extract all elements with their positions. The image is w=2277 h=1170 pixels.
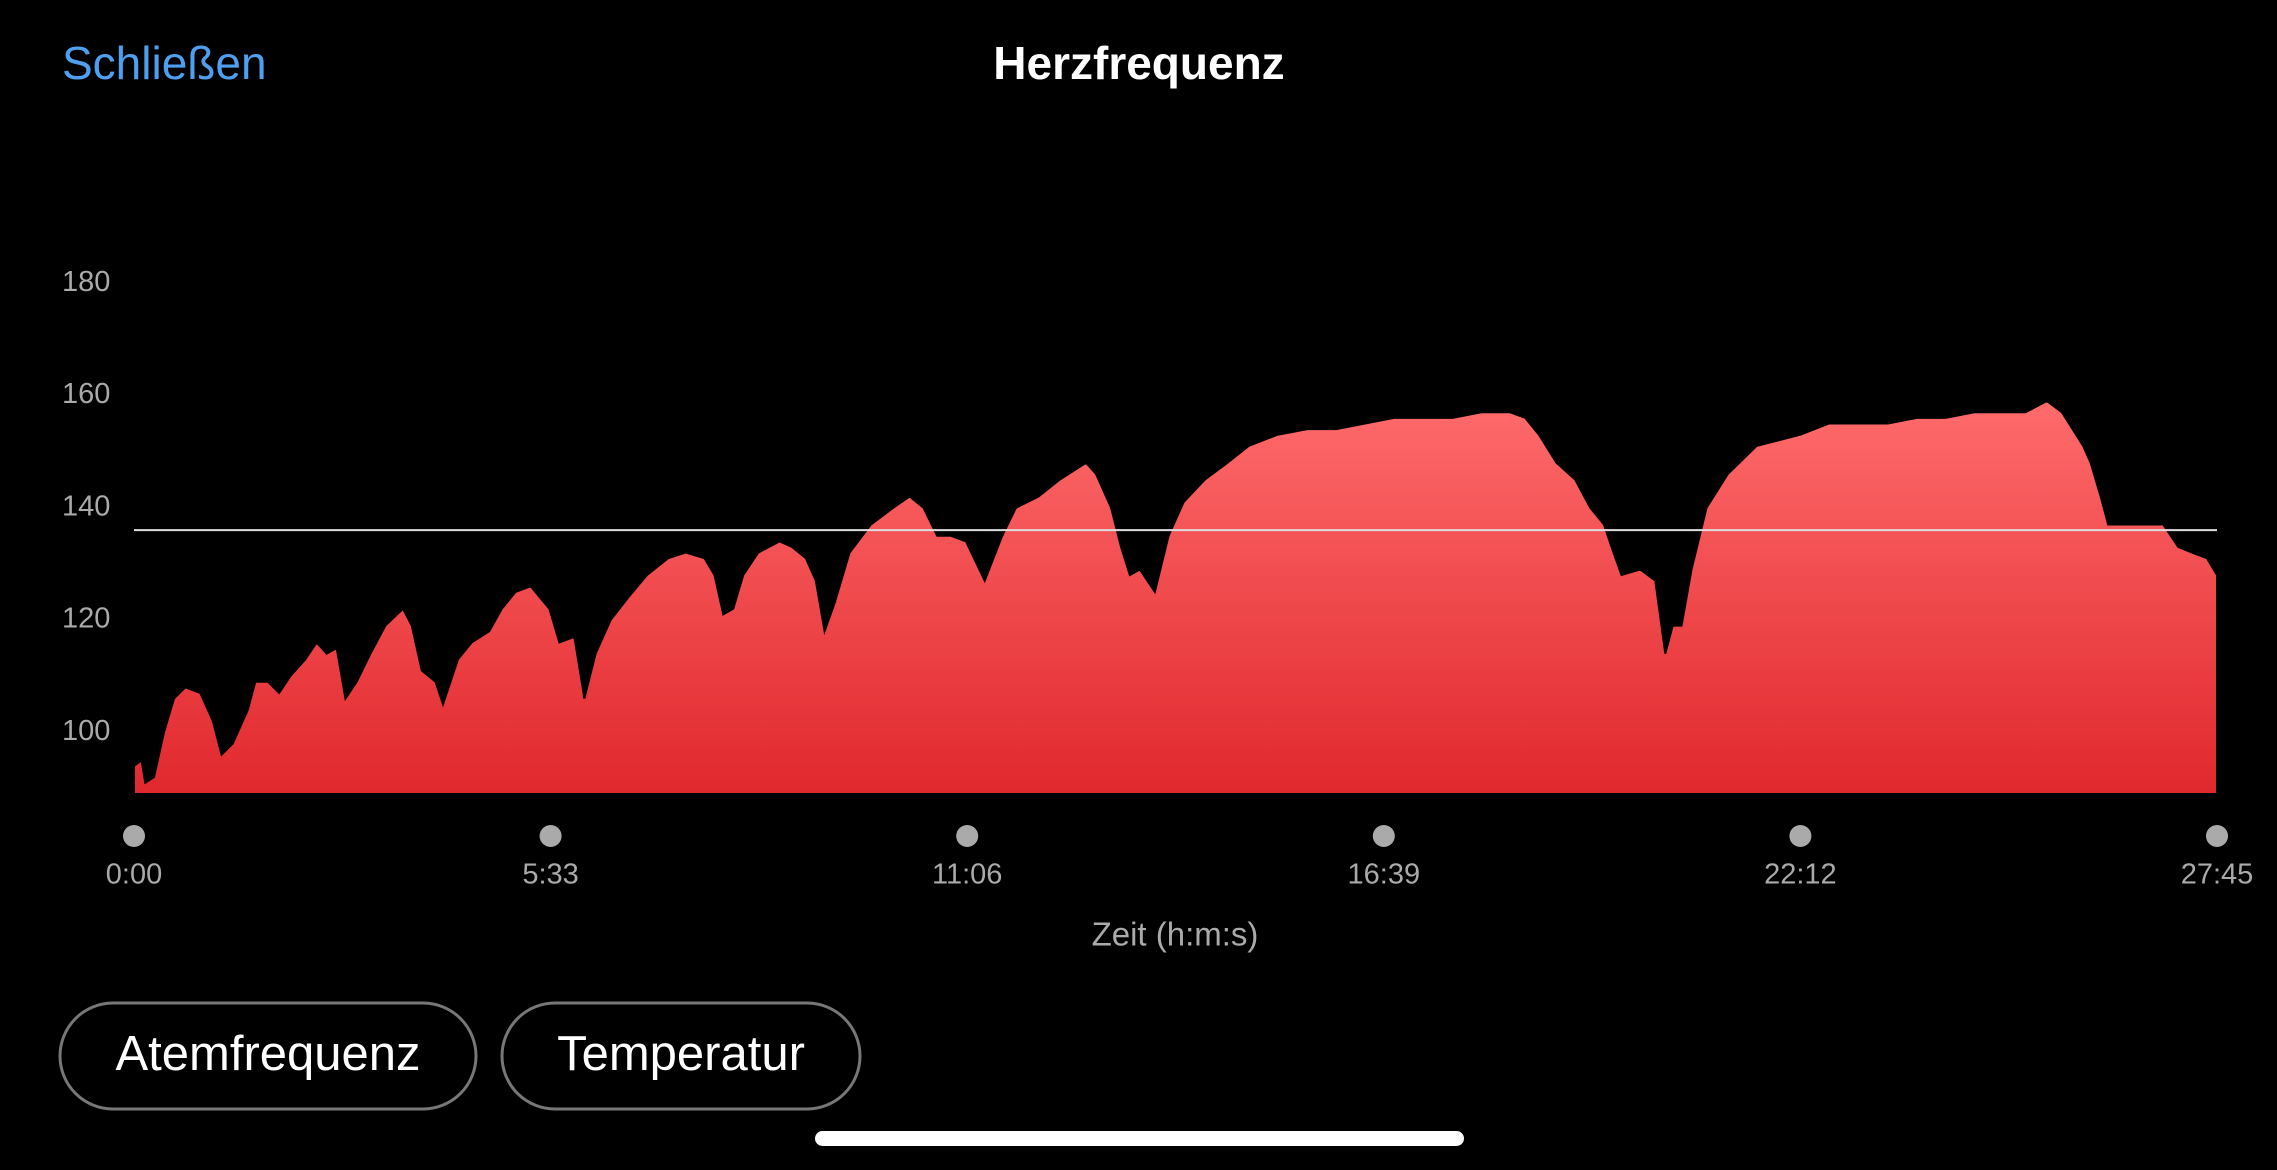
button-outline[interactable] [58,1001,478,1111]
button-label[interactable]: Atemfrequenz [115,1027,420,1081]
y-tick-label: 160 [62,378,110,410]
x-tick-label: 27:45 [2181,859,2254,891]
x-tick-label: 16:39 [1348,859,1421,891]
y-tick-label: 100 [62,715,110,747]
x-tick-label: 22:12 [1764,859,1837,891]
y-tick-label: 180 [62,266,110,298]
close-button[interactable]: Schließen [62,37,267,89]
button[interactable]: Atemfrequenz [58,1001,478,1111]
button[interactable]: Temperatur [500,1001,862,1111]
home-indicator [815,1131,1464,1146]
button-label[interactable]: Temperatur [557,1027,805,1081]
x-tick-dot [956,825,979,847]
x-tick-label: 0:00 [106,859,162,891]
x-tick-dot [2206,825,2228,847]
x-axis-label: Zeit (h:m:s) [1092,916,1259,953]
y-tick-label: 120 [62,603,110,635]
x-tick-dot [123,825,145,847]
button-outline[interactable] [500,1001,862,1111]
heart-rate-area [133,399,2218,795]
x-tick-dot [1789,825,1812,847]
x-tick-dot [539,825,562,847]
title: Herzfrequenz [993,37,1284,89]
x-tick-label: 5:33 [522,859,578,891]
x-tick-label: 11:06 [932,859,1002,891]
x-tick-dot [1372,825,1395,847]
y-tick-label: 140 [62,490,110,522]
